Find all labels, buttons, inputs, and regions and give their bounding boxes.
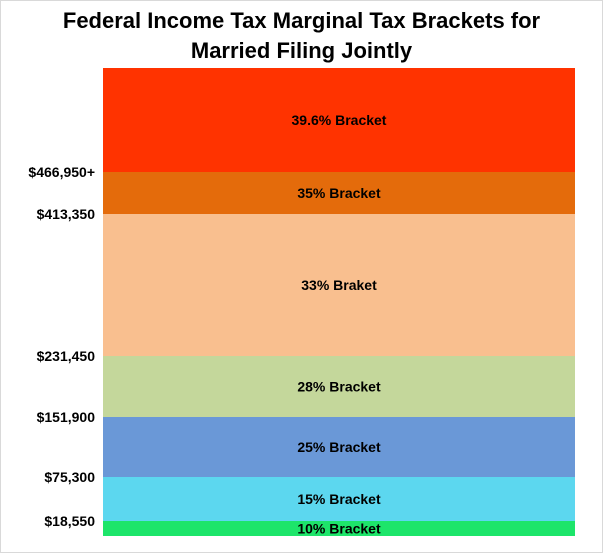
bracket-label: 10% Bracket	[297, 521, 381, 537]
chart-title-line-2: Married Filing Jointly	[190, 38, 413, 63]
bracket-segment	[103, 172, 575, 214]
bracket-label: 33% Braket	[301, 277, 377, 293]
chart-title-line-1: Federal Income Tax Marginal Tax Brackets…	[62, 8, 541, 33]
threshold-label: $231,450	[37, 348, 96, 364]
threshold-label: $413,350	[37, 206, 96, 222]
chart-title: Federal Income Tax Marginal Tax Brackets…	[0, 6, 603, 66]
bracket-label: 25% Bracket	[297, 439, 381, 455]
bracket-segment	[103, 68, 575, 172]
threshold-label: $151,900	[37, 409, 96, 425]
bracket-segment	[103, 356, 575, 417]
threshold-label: $75,300	[44, 469, 95, 485]
bracket-label: 35% Bracket	[297, 185, 381, 201]
threshold-label: $466,950+	[28, 164, 95, 180]
bracket-label: 39.6% Bracket	[292, 112, 387, 128]
bracket-segment	[103, 417, 575, 477]
bracket-label: 15% Bracket	[297, 491, 381, 507]
bracket-segment	[103, 214, 575, 356]
bracket-segment	[103, 477, 575, 521]
bracket-segment	[103, 521, 575, 536]
threshold-label: $18,550	[44, 513, 95, 529]
bracket-label: 28% Bracket	[297, 379, 381, 395]
